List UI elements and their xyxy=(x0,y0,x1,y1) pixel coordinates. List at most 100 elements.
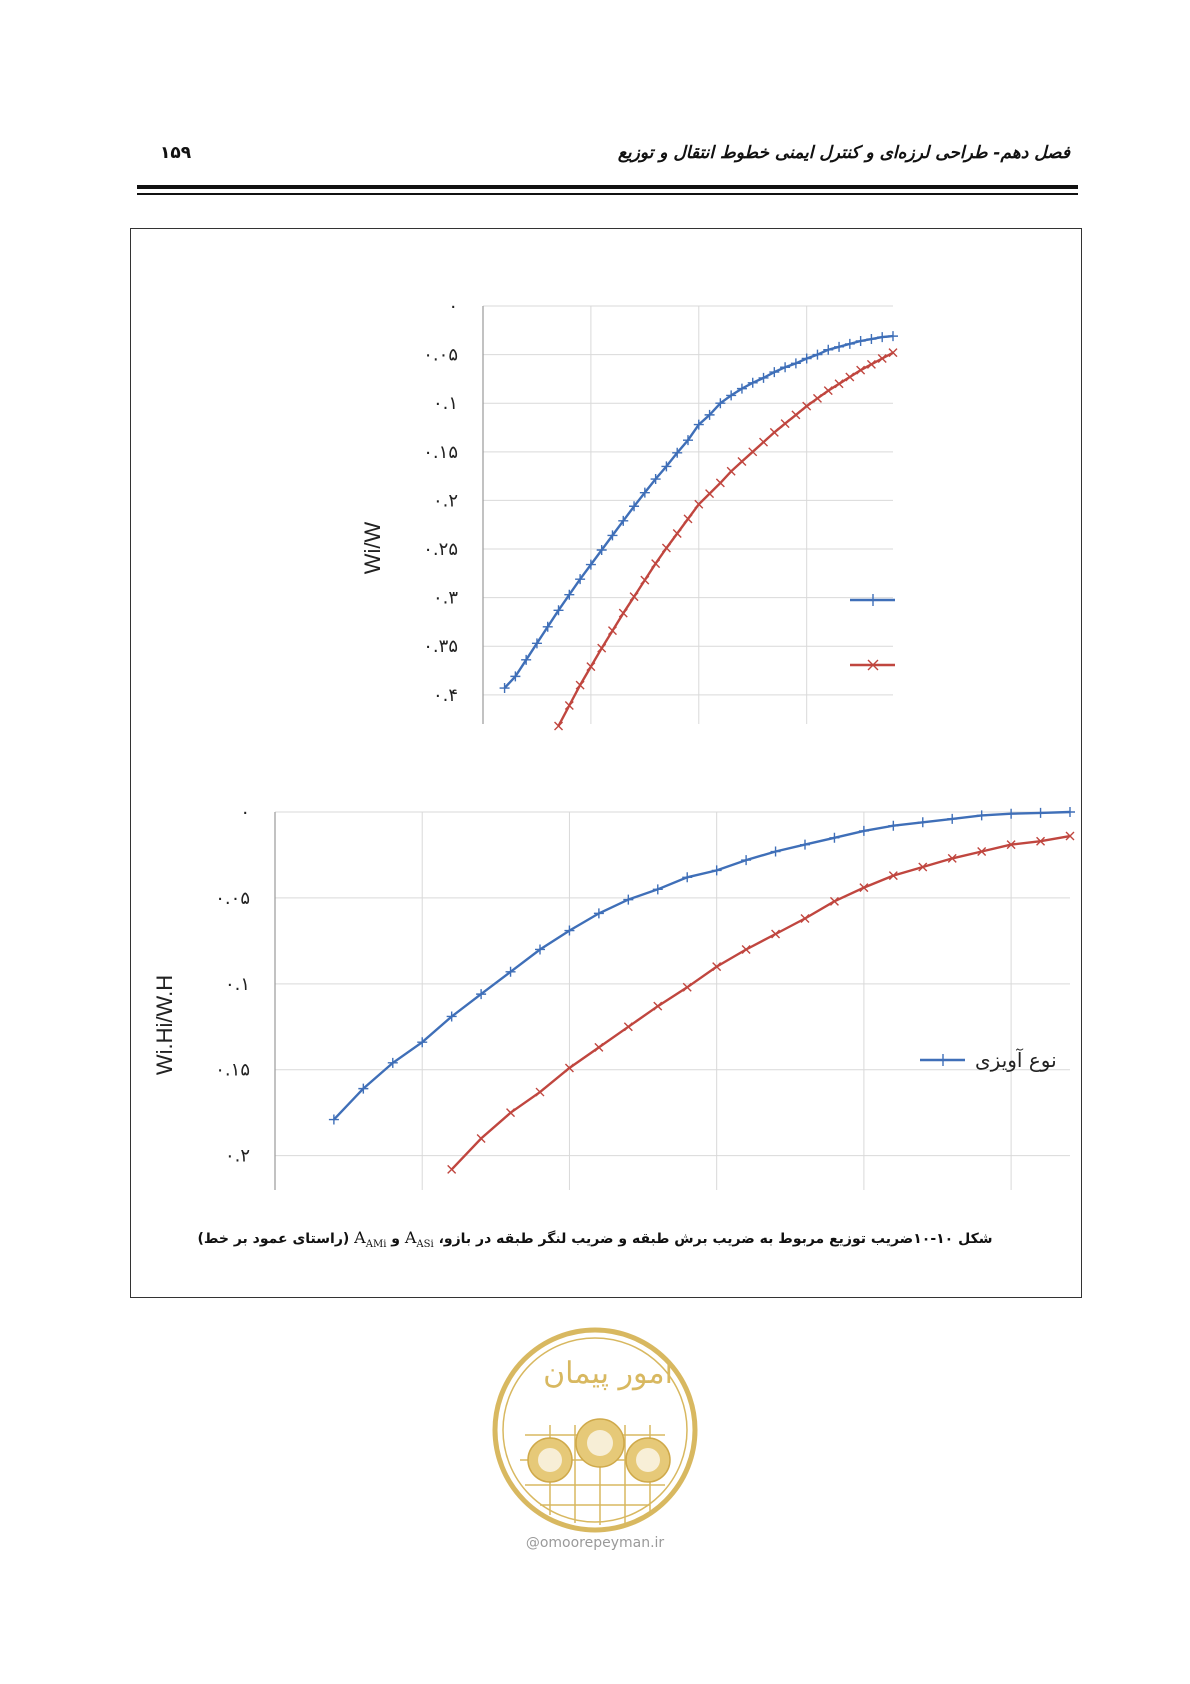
series-point xyxy=(715,398,726,409)
series-point xyxy=(1065,831,1075,841)
series-point xyxy=(834,379,844,389)
series-point xyxy=(505,966,516,977)
series-point xyxy=(741,944,751,954)
series-point xyxy=(877,332,888,343)
y-tick-label: ۰.۳۵ xyxy=(423,636,458,657)
series-point xyxy=(694,499,704,509)
series-point xyxy=(780,362,791,373)
header-rule-thin xyxy=(137,193,1078,195)
series-point xyxy=(888,331,898,342)
series-point xyxy=(575,574,586,585)
series-point xyxy=(564,1063,574,1073)
series-point xyxy=(661,461,672,472)
figure-frame xyxy=(130,228,1082,1298)
series-point xyxy=(682,982,692,992)
series-point xyxy=(476,1133,486,1143)
caption-text: شکل ۱۰-۱۰ضریب توزیع مربوط به ضریب برش طب… xyxy=(438,1231,993,1247)
series-point xyxy=(823,386,833,396)
series-point xyxy=(607,626,617,636)
series-point xyxy=(564,589,575,600)
series-point xyxy=(682,872,693,883)
series-point xyxy=(542,621,553,632)
series-point xyxy=(829,832,840,843)
series-point xyxy=(597,643,607,653)
series-point xyxy=(977,847,987,857)
series-point xyxy=(802,401,812,411)
series-point xyxy=(976,810,987,821)
series-point xyxy=(593,908,604,919)
y-tick-label: ۰ xyxy=(240,802,250,823)
series-line xyxy=(333,810,1071,1121)
series-point xyxy=(683,514,693,524)
y-tick-label: ۰.۰۵ xyxy=(423,345,458,366)
y-tick-label: ۰.۳ xyxy=(433,588,458,609)
series-point xyxy=(712,962,722,972)
series-point xyxy=(812,349,823,360)
series-point xyxy=(629,501,640,512)
caption-tail: (راستای عمود بر خط) xyxy=(197,1231,350,1247)
series-point xyxy=(575,680,585,690)
series-point xyxy=(737,457,747,467)
series-point xyxy=(726,466,736,476)
series-point xyxy=(531,638,542,649)
y-tick-label: ۰.۴ xyxy=(433,685,458,706)
series-point xyxy=(1035,807,1046,818)
series-point xyxy=(594,1042,604,1052)
series-point xyxy=(446,1011,457,1022)
series-point xyxy=(499,683,510,694)
series-point xyxy=(866,359,876,369)
series-point xyxy=(506,1108,516,1118)
series-point xyxy=(683,435,693,446)
series-point xyxy=(741,855,752,866)
series-point xyxy=(888,871,898,881)
series-point xyxy=(947,853,957,863)
series-line xyxy=(450,834,1071,1171)
series-point xyxy=(652,884,663,895)
caption-symbol-asi: AASi xyxy=(404,1228,434,1251)
series-point xyxy=(790,358,801,369)
series-point xyxy=(564,701,574,711)
y-tick-label: ۰.۲۵ xyxy=(423,539,458,560)
series-point xyxy=(672,447,683,458)
legend-key-marker xyxy=(867,594,879,606)
series-point xyxy=(585,559,596,570)
series-point xyxy=(704,409,715,420)
caption-symbol-ami: AAMi xyxy=(354,1228,387,1251)
series-point xyxy=(1036,836,1046,846)
series-point xyxy=(651,559,661,569)
series-point xyxy=(859,883,869,893)
series-point xyxy=(748,447,758,457)
y-axis-label: Wi.Hi/W.H xyxy=(152,975,177,1075)
series-point xyxy=(564,925,575,936)
series-point xyxy=(801,353,812,364)
series-point xyxy=(1065,807,1075,817)
y-tick-label: ۰.۰۵ xyxy=(215,888,250,909)
series-point xyxy=(535,944,545,955)
y-tick-label: ۰.۲ xyxy=(225,1146,250,1167)
series-point xyxy=(387,1057,398,1068)
series-point xyxy=(1006,840,1016,850)
series-point xyxy=(447,1164,457,1174)
series-point xyxy=(845,372,855,382)
series-point xyxy=(618,515,629,526)
y-tick-label: ۰.۲ xyxy=(433,490,458,511)
series-point xyxy=(554,721,564,731)
series-point xyxy=(791,410,801,420)
series-point xyxy=(759,437,769,447)
series-point xyxy=(800,839,810,850)
series-point xyxy=(693,419,704,430)
watermark-logo: امور پیمان xyxy=(492,1327,698,1533)
chapter-title: فصل دهم- طراحی لرزه‌ای و کنترل ایمنی خطو… xyxy=(617,143,1070,163)
watermark-logo-text: امور پیمان xyxy=(543,1356,673,1391)
series-point xyxy=(653,1001,663,1011)
series-point xyxy=(715,478,725,488)
series-point xyxy=(770,846,781,857)
series-point xyxy=(586,662,596,672)
series-point xyxy=(780,419,790,429)
series-point xyxy=(358,1083,369,1094)
series-point xyxy=(650,474,661,485)
series-point xyxy=(639,487,650,498)
header-rule-thick xyxy=(137,185,1078,189)
series-point xyxy=(623,894,634,905)
series-point xyxy=(618,608,628,618)
